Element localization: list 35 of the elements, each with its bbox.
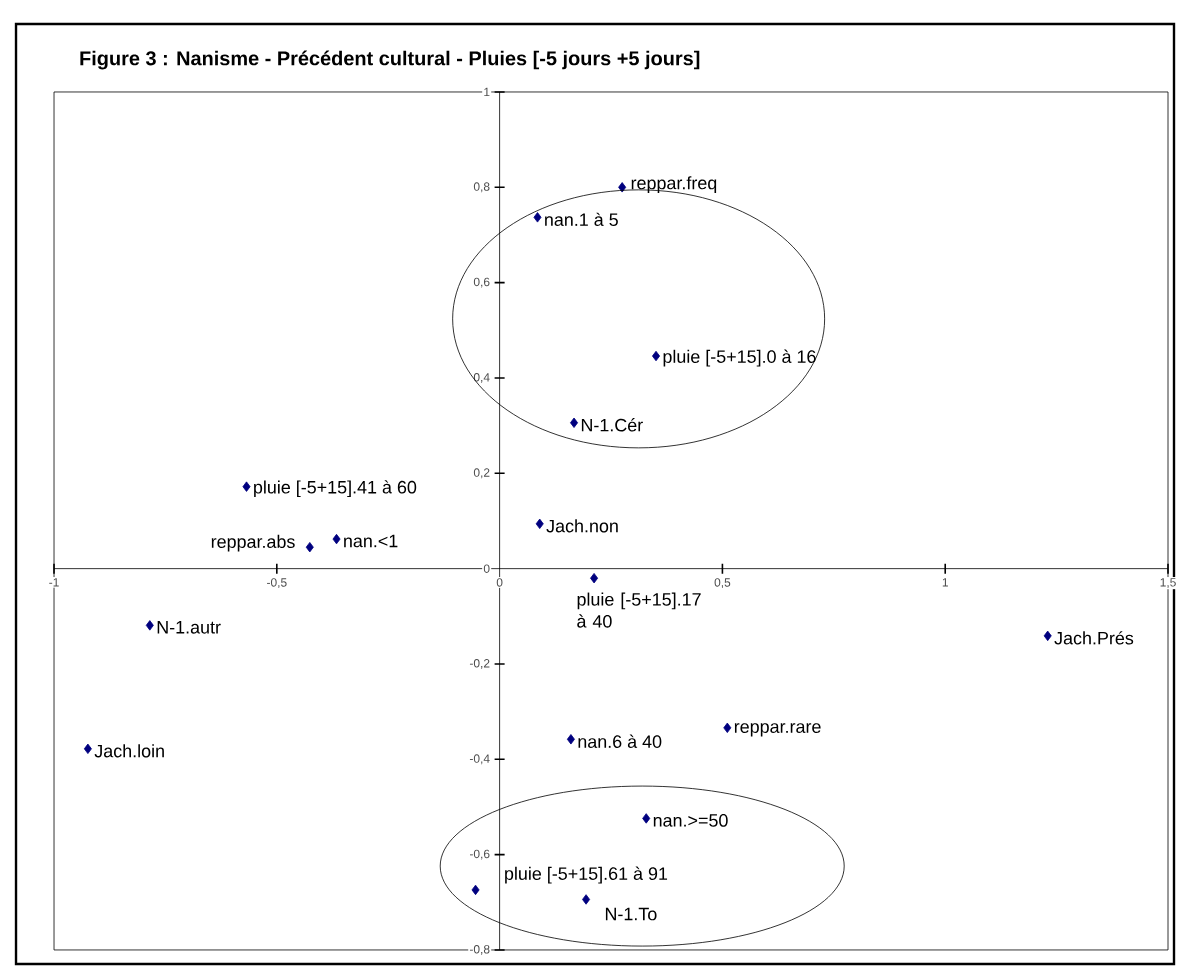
point xyxy=(305,542,314,553)
data-label: nan.>=50 xyxy=(653,814,728,827)
point xyxy=(652,350,661,362)
data-label: reppar.freq xyxy=(631,176,717,193)
point xyxy=(570,417,579,428)
data-label: nan.<1 xyxy=(344,534,398,548)
data-label: Jach.loin xyxy=(94,744,164,758)
point xyxy=(582,894,591,905)
point xyxy=(1043,630,1052,642)
data-label: pluie [-5+15].0 à 16 xyxy=(663,349,816,367)
point xyxy=(242,481,251,492)
point xyxy=(471,884,480,896)
point xyxy=(590,572,599,584)
point xyxy=(618,182,627,193)
data-label: pluie [-5+15].17 à 40 xyxy=(577,592,701,628)
point xyxy=(535,518,544,530)
point xyxy=(332,533,341,545)
data-label: nan.6 à 40 xyxy=(578,734,662,748)
chart-title: Figure 3 : Nanisme - Précédent cultural - Pluies [-5 jours +5 jours] xyxy=(80,50,700,70)
data-label: nan.1 à 5 xyxy=(545,212,618,227)
point xyxy=(642,813,651,824)
point xyxy=(566,734,575,745)
data-label: N-1.To xyxy=(605,907,657,921)
data-label: N-1.Cér xyxy=(581,418,643,432)
point xyxy=(533,212,542,223)
data-label: reppar.abs xyxy=(211,534,295,552)
point xyxy=(83,743,92,754)
data-label: N-1.autr xyxy=(157,621,221,634)
data-label: pluie [-5+15].61 à 91 xyxy=(505,866,668,884)
point xyxy=(145,620,154,631)
data-label: reppar.rare xyxy=(734,723,821,737)
data-label: pluie [-5+15].41 à 60 xyxy=(254,480,417,498)
point xyxy=(723,722,732,734)
data-label: Jach.Prés xyxy=(1054,631,1134,645)
data-label: Jach.non xyxy=(546,519,618,533)
